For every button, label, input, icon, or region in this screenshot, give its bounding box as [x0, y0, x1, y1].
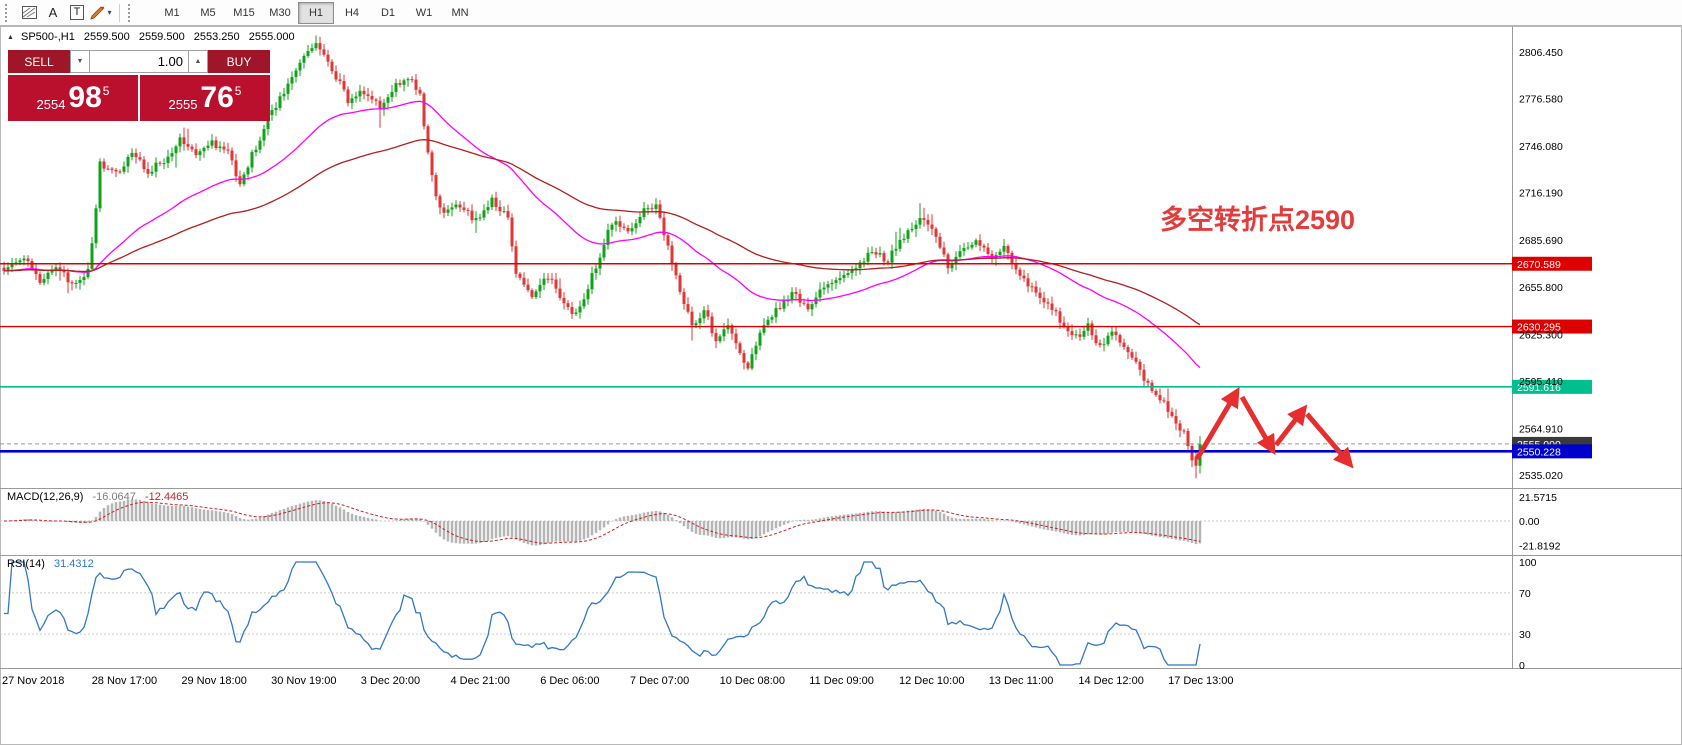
timeframe-button-w1[interactable]: W1	[415, 6, 433, 19]
timeframe-button-h4[interactable]: H4	[344, 6, 360, 19]
rsi-axis-label: 70	[1519, 588, 1531, 600]
rsi-name: RSI(14)	[7, 558, 45, 570]
bid-pips: 98	[68, 81, 102, 114]
price-tag	[1512, 444, 1592, 459]
bid-pipette: 5	[102, 84, 110, 98]
ask-pips: 76	[200, 81, 234, 114]
macd-signal-value: -12.4465	[144, 491, 189, 503]
trend-arrows[interactable]	[1194, 386, 1354, 469]
timeframe-button-m1[interactable]: M1	[164, 6, 180, 19]
text-label-icon[interactable]: A	[42, 2, 64, 24]
sell-button[interactable]: SELL	[8, 50, 70, 73]
rsi-axis-label: 30	[1519, 629, 1531, 641]
time-axis-label: 7 Dec 07:00	[630, 675, 689, 687]
time-axis-label: 12 Dec 10:00	[899, 675, 964, 687]
price-axis-label: 2625.300	[1519, 329, 1563, 341]
high-value: 2559.500	[138, 31, 185, 43]
macd-panel	[0, 499, 1512, 546]
ask-pipette: 5	[234, 84, 242, 98]
price-tag	[1512, 319, 1592, 334]
price-axis-label: 2685.690	[1519, 235, 1563, 247]
price-axis-label: 2595.410	[1519, 376, 1563, 388]
time-axis-label: 4 Dec 21:00	[451, 675, 510, 687]
volume-input[interactable]: 1.00	[90, 50, 188, 73]
timeframe-button-m30[interactable]: M30	[269, 6, 291, 19]
timeframe-button-d1[interactable]: D1	[380, 6, 396, 19]
macd-name: MACD(12,26,9)	[7, 491, 84, 503]
price-axis-label: 2746.080	[1519, 141, 1563, 153]
chart-pattern-icon[interactable]	[18, 2, 40, 24]
ask-whole: 2555	[168, 96, 198, 112]
volume-dropdown-icon[interactable]: ▼	[70, 50, 90, 73]
price-axis-label: 2655.800	[1519, 282, 1563, 294]
rsi-value: 31.4312	[53, 558, 94, 570]
price-tag	[1512, 379, 1592, 394]
time-axis-label: 29 Nov 18:00	[181, 675, 246, 687]
macd-label: MACD(12,26,9) -16.0647 -12.4465	[7, 491, 188, 503]
time-axis-label: 6 Dec 06:00	[540, 675, 599, 687]
one-click-trade-panel: SELL ▼ 1.00 ▲ BUY 2554 98 5 2555 76 5	[8, 50, 270, 121]
volume-spinner-up-icon[interactable]: ▲	[188, 50, 208, 73]
time-axis-label: 27 Nov 2018	[2, 675, 64, 687]
time-axis-label: 30 Nov 19:00	[271, 675, 336, 687]
toolbar: A T ▾ M1 M5 M15 M30 H1 H4 D1 W1 MN	[0, 0, 1682, 26]
rsi-line	[4, 561, 1201, 666]
sell-price-button[interactable]: 2554 98 5	[8, 75, 138, 121]
rsi-axis-label: 100	[1519, 557, 1537, 569]
close-value: 2555.000	[248, 31, 295, 43]
macd-axis-label: 21.5715	[1519, 492, 1557, 504]
buy-price-button[interactable]: 2555 76 5	[140, 75, 270, 121]
toolbar-separator	[119, 3, 120, 22]
chart-ohlc-header: ▲ SP500-,H1 2559.500 2559.500 2553.250 2…	[7, 31, 295, 43]
macd-main-value: -16.0647	[92, 491, 136, 503]
price-axis-label: 2806.450	[1519, 47, 1563, 59]
price-tag-label: 2630.295	[1517, 322, 1561, 334]
price-tag-label: 2670.589	[1517, 259, 1561, 271]
candlesticks	[2, 35, 1202, 479]
macd-axis-label: -21.8192	[1519, 540, 1561, 552]
collapse-panel-icon[interactable]: ▲	[7, 34, 14, 41]
time-axis-label: 11 Dec 09:00	[809, 675, 874, 687]
time-axis-label: 3 Dec 20:00	[361, 675, 420, 687]
price-axis-label: 2535.020	[1519, 470, 1563, 482]
price-axis-label: 2776.580	[1519, 94, 1563, 106]
timeframe-button-m5[interactable]: M5	[200, 6, 216, 19]
drawing-crayon-icon[interactable]: ▾	[90, 2, 112, 24]
time-axis-label: 17 Dec 13:00	[1168, 675, 1233, 687]
price-axis-label: 2716.190	[1519, 188, 1563, 200]
macd-signal-line	[4, 501, 1201, 544]
symbol-period-label: SP500-,H1	[21, 31, 75, 43]
toolbar-grip[interactable]	[5, 3, 12, 22]
slow-ma	[4, 139, 1201, 326]
toolbar-grip-2[interactable]	[128, 3, 135, 22]
open-value: 2559.500	[83, 31, 130, 43]
price-tag-label: 2550.228	[1517, 446, 1561, 458]
macd-axis-label: 0.00	[1519, 516, 1540, 528]
low-value: 2553.250	[193, 31, 240, 43]
rsi-panel	[0, 561, 1512, 666]
timeframe-button-mn[interactable]: MN	[451, 6, 469, 19]
time-axis-label: 14 Dec 12:00	[1078, 675, 1143, 687]
timeframe-button-h1[interactable]: H1	[298, 1, 334, 24]
price-tag	[1512, 256, 1592, 271]
letter-a-icon: A	[48, 5, 58, 20]
time-axis-label: 10 Dec 08:00	[720, 675, 785, 687]
text-box-icon[interactable]: T	[66, 2, 88, 24]
price-tag-label: 2591.616	[1517, 382, 1561, 394]
price-axis-label: 2564.910	[1519, 423, 1563, 435]
letter-t-icon: T	[69, 5, 85, 20]
rsi-label: RSI(14) 31.4312	[7, 558, 94, 570]
chevron-down-icon: ▾	[107, 8, 112, 17]
bid-whole: 2554	[36, 96, 66, 112]
timeframe-group: M1 M5 M15 M30 H1 H4 D1 W1 MN	[154, 1, 478, 24]
buy-button[interactable]: BUY	[208, 50, 270, 73]
time-axis-label: 28 Nov 17:00	[92, 675, 157, 687]
timeframe-button-m15[interactable]: M15	[233, 6, 255, 19]
time-axis-label: 13 Dec 11:00	[989, 675, 1054, 687]
rsi-axis-label: 0	[1519, 660, 1525, 672]
chart-text-annotation[interactable]: 多空转折点2590	[1160, 205, 1356, 235]
fast-ma	[3, 100, 1201, 369]
